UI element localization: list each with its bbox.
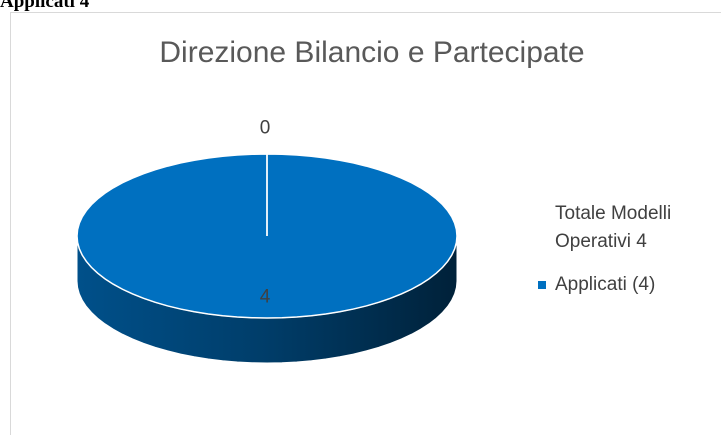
data-label: 0 [260,117,271,138]
legend-title: Totale Modelli [555,203,671,224]
heading: Applicati 4 [0,0,90,12]
legend-title: Operativi 4 [555,231,647,252]
legend-label: Applicati (4) [555,274,655,295]
chart-title: Direzione Bilancio e Partecipate [159,36,584,69]
data-label: 4 [260,287,271,308]
chart-frame [10,12,721,435]
legend-swatch [538,281,546,289]
